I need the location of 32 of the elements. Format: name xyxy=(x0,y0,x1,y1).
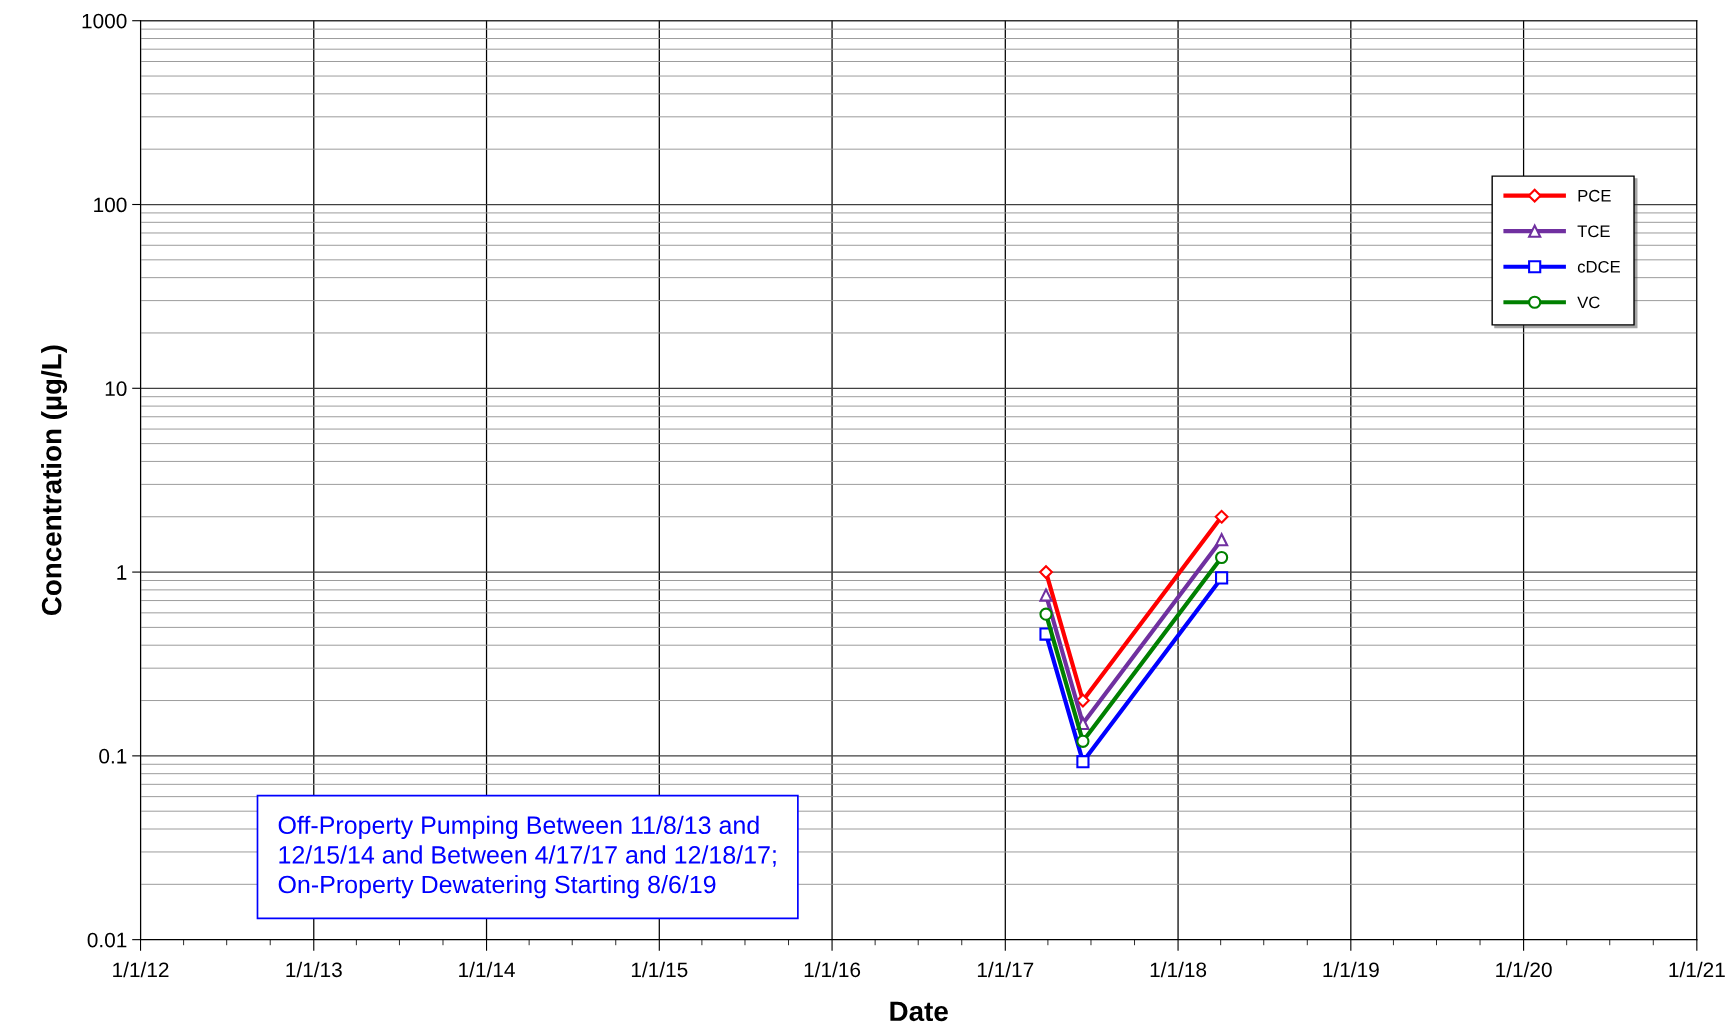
x-tick-label: 1/1/21 xyxy=(1669,961,1725,978)
x-axis-title: Date xyxy=(890,1001,948,1022)
x-tick-label: 1/1/14 xyxy=(459,961,515,978)
x-tick-label: 1/1/20 xyxy=(1496,961,1552,978)
x-tick-label: 1/1/17 xyxy=(977,961,1034,978)
point xyxy=(1039,588,1053,602)
y-tick-label: 0.01 xyxy=(87,932,127,948)
legend-label: cDCE xyxy=(1577,260,1620,273)
x-tick-label: 1/1/16 xyxy=(804,961,861,978)
y-tick-label: 1 xyxy=(117,565,127,580)
point xyxy=(1215,533,1229,547)
y-axis-title: Concentration (µg/L) xyxy=(41,345,68,616)
point xyxy=(1076,755,1090,769)
y-tick-label: 0.1 xyxy=(99,748,127,764)
y-tick-label: 10 xyxy=(105,381,127,397)
legend-label: PCE xyxy=(1578,189,1611,202)
y-tick-label: 100 xyxy=(94,197,127,213)
legend-label: TCE xyxy=(1577,225,1610,238)
annotation: Off-Property Pumping Between 11/8/13 and 12/15/14 and Between 4/17/17 and 12/18/17; On-Property Dewatering Starting 8/6/19 xyxy=(278,815,776,899)
point xyxy=(1039,565,1053,580)
point xyxy=(1215,571,1229,585)
point xyxy=(1076,734,1090,748)
point xyxy=(1215,550,1229,565)
x-tick-label: 1/1/19 xyxy=(1323,961,1379,978)
y-tick-label: 1000 xyxy=(82,13,127,29)
x-tick-label: 1/1/13 xyxy=(286,961,342,978)
x-tick-label: 1/1/15 xyxy=(631,961,688,978)
x-tick-label: 1/1/12 xyxy=(113,961,169,978)
point xyxy=(1214,509,1229,524)
legend-label: VC xyxy=(1577,296,1600,309)
x-tick-label: 1/1/18 xyxy=(1150,961,1207,978)
point xyxy=(1039,607,1053,621)
